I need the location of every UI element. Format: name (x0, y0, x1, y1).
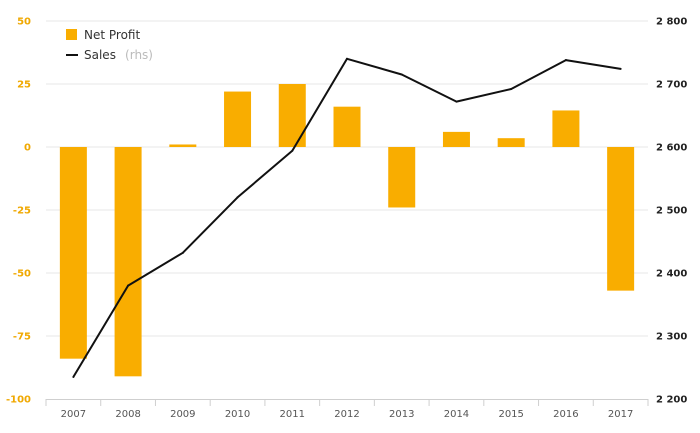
sales-point (72, 375, 75, 378)
sales-point (619, 67, 622, 70)
sales-point (181, 251, 184, 254)
left-tick-label: -50 (13, 269, 31, 280)
net-profit-bar (333, 106, 361, 147)
x-tick-label: 2007 (61, 409, 86, 420)
bars (59, 84, 635, 377)
right-tick-label: 2 500 (656, 206, 687, 217)
right-tick-label: 2 300 (656, 332, 687, 343)
sales-point (400, 73, 403, 76)
right-tick-label: 2 200 (656, 395, 687, 406)
net-profit-bar (388, 147, 416, 208)
sales-point (127, 284, 130, 287)
sales-line-layer (72, 57, 622, 378)
net-profit-bar (497, 138, 525, 147)
net-profit-bar (607, 147, 635, 291)
right-tick-label: 2 700 (656, 80, 687, 91)
right-tick-label: 2 400 (656, 269, 687, 280)
x-tick-label: 2009 (170, 409, 195, 420)
x-tick-label: 2010 (225, 409, 250, 420)
sales-point (346, 57, 348, 60)
legend-label-sales: Sales (84, 48, 116, 62)
net-profit-bar (224, 91, 252, 147)
right-tick-label: 2 600 (656, 143, 687, 154)
sales-point (564, 59, 567, 62)
net-profit-bar (114, 147, 142, 377)
x-tick-label: 2017 (608, 409, 633, 420)
x-tick-label: 2012 (334, 409, 359, 420)
x-tick-label: 2015 (498, 409, 523, 420)
legend-swatch-net-profit (66, 29, 77, 40)
sales-point (236, 196, 239, 199)
legend-label-sales-group: Sales (rhs) (84, 44, 153, 63)
left-tick-label: 0 (24, 143, 31, 154)
x-tick-label: 2014 (444, 409, 469, 420)
net-profit-bar (169, 144, 197, 147)
x-tick-label: 2008 (115, 409, 140, 420)
sales-point (510, 88, 513, 91)
legend-label-sales-rhs: (rhs) (125, 48, 153, 62)
x-tick-label: 2011 (280, 409, 305, 420)
net-profit-bar (442, 131, 470, 147)
net-profit-bar (278, 84, 306, 147)
left-tick-label: -75 (13, 332, 31, 343)
right-tick-label: 2 800 (656, 17, 687, 28)
net-profit-bar (59, 147, 87, 359)
sales-line (72, 57, 621, 378)
left-tick-label: -100 (6, 395, 31, 406)
x-tick-label: 2013 (389, 409, 414, 420)
legend: Net Profit Sales (rhs) (66, 28, 153, 63)
legend-label-net-profit: Net Profit (84, 28, 140, 42)
left-tick-label: 50 (17, 17, 31, 28)
left-tick-label: 25 (17, 80, 31, 91)
axes: 50 25 0 -25 -50 -75 -100 2 800 2 700 2 600 2 500 2 … (6, 17, 687, 421)
sales-point (291, 149, 294, 152)
sales-point (455, 100, 458, 103)
net-profit-bar (552, 110, 580, 147)
x-tick-label: 2016 (553, 409, 578, 420)
left-tick-label: -25 (13, 206, 31, 217)
